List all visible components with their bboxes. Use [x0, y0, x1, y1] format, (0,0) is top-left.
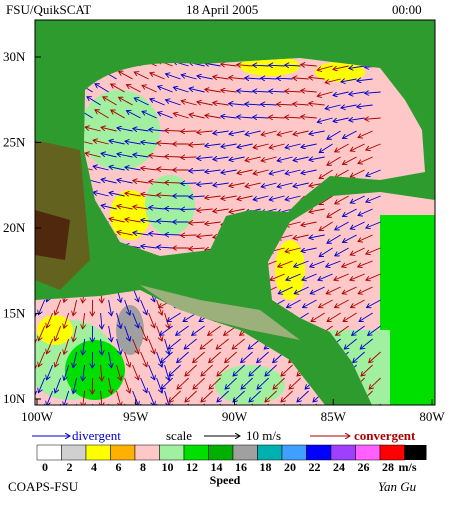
title: FSU/QuikSCAT [6, 2, 91, 17]
lat-label: 10N [3, 391, 26, 406]
wind-arrow [181, 235, 197, 236]
colorbar-title: Speed [210, 473, 241, 487]
org: COAPS-FSU [8, 479, 79, 494]
colorbar-box [233, 445, 258, 460]
wind-arrow [165, 182, 181, 183]
wind-arrow [273, 404, 285, 415]
wind-arrow [165, 156, 181, 157]
colorbar-label: 26 [358, 460, 370, 474]
colorbar-label: 2 [67, 460, 73, 474]
lat-label: 25N [3, 135, 26, 150]
colorbar-box [380, 445, 405, 460]
colorbar-box [282, 445, 307, 460]
colorbar-label: 24 [333, 460, 345, 474]
time: 00:00 [392, 2, 422, 17]
lon-label: 85W [321, 409, 347, 424]
wind-arrow [165, 130, 181, 131]
colorbar-box [209, 445, 234, 460]
wind-arrow [181, 131, 197, 132]
lat-label: 15N [3, 306, 26, 321]
colorbar-label: 4 [91, 460, 97, 474]
wind-arrow [165, 234, 181, 235]
colorbar-box [86, 445, 111, 460]
colorbar-label: 22 [309, 460, 321, 474]
colorbar-box [111, 445, 136, 460]
lon-label: 95W [123, 409, 149, 424]
colorbar-label: 28 [382, 460, 394, 474]
colorbar-box [258, 445, 283, 460]
colorbar-box [405, 445, 427, 460]
date: 18 April 2005 [186, 2, 258, 17]
divergent-label: divergent [72, 428, 121, 443]
lat-label: 20N [3, 220, 26, 235]
wind-arrow [73, 404, 77, 420]
wind-arrow [209, 404, 221, 415]
author: Yan Gu [378, 479, 417, 494]
wind-arrow [55, 404, 61, 419]
header: FSU/QuikSCAT 18 April 2005 00:00 [6, 2, 422, 17]
colorbar-label: 6 [116, 460, 122, 474]
convergent-label: convergent [354, 428, 416, 443]
lat-label: 30N [3, 49, 26, 64]
colorbar-label: 10 [162, 460, 174, 474]
colorbar-label: 16 [235, 460, 247, 474]
wind-arrow [157, 404, 162, 419]
colorbar-box [307, 445, 332, 460]
wind-arrow [289, 404, 301, 415]
wind-arrow [109, 404, 112, 420]
lon-label: 90W [222, 409, 248, 424]
wind-arrow [165, 208, 181, 209]
colorbar-label: 14 [211, 460, 223, 474]
wind-arrow [177, 404, 189, 415]
lon-label: 80W [419, 409, 445, 424]
wind-arrow [353, 404, 365, 415]
colorbar-label: 0 [42, 460, 48, 474]
wind-arrow [181, 183, 197, 184]
colorbar-box [135, 445, 160, 460]
colorbar-box [62, 445, 87, 460]
scale-label: scale [166, 428, 192, 443]
wind-arrow [181, 209, 197, 210]
colorbar-label: 20 [284, 460, 296, 474]
colorbar-box [37, 445, 62, 460]
colorbar-label: 18 [260, 460, 272, 474]
colorbar-box [331, 445, 356, 460]
colorbar-box [356, 445, 381, 460]
colorbar-box [184, 445, 209, 460]
map [25, 20, 435, 420]
wind-arrow [257, 404, 269, 415]
wind-arrow [181, 157, 197, 158]
lon-label: 100W [21, 409, 54, 424]
legend: divergent scale 10 m/s convergent [32, 428, 416, 443]
colorbar-label: 12 [186, 460, 198, 474]
wind-arrow [305, 404, 317, 415]
scale-value: 10 m/s [246, 428, 281, 443]
wind-arrow [369, 404, 381, 415]
colorbar-label: 8 [140, 460, 146, 474]
wind-arrow [193, 404, 205, 415]
colorbar-unit: m/s [399, 460, 417, 474]
wind-arrow [161, 404, 173, 415]
colorbar-box [160, 445, 185, 460]
